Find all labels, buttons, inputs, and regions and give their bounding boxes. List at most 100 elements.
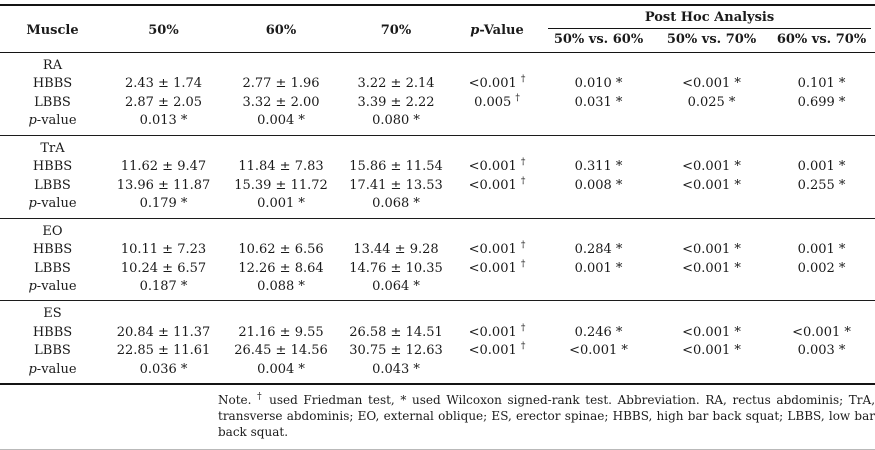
post-hoc-cell: 0.001 * [574,260,623,276]
condition-label: LBBS [34,94,71,110]
empty-cell [655,134,768,159]
p-value-rest: -Value [479,23,524,38]
empty-cell [105,217,222,242]
col-header-p-value: p-Value [452,5,542,53]
post-hoc-cell: 0.101 * [797,76,846,92]
header-row-sub: 50% vs. 60% 50% vs. 70% 60% vs. 70% [0,29,875,53]
condition-label: HBBS [32,242,73,258]
condition-data-row: HBBS 11.62 ± 9.47 11.84 ± 7.83 15.86 ± 11.5… [0,158,875,176]
emg-value-cell: 2.77 ± 1.96 [242,76,320,92]
emg-value-cell: 10.24 ± 6.57 [120,260,207,276]
empty-cell [222,300,340,324]
dagger-marker: † [520,259,526,270]
emg-value-cell: 3.32 ± 2.00 [242,94,320,110]
post-hoc-cell: <0.001 * [792,324,851,340]
empty-cell [340,300,452,324]
emg-value-cell: 13.96 ± 11.87 [116,177,211,193]
empty-cell [768,300,875,324]
post-hoc-cell: 0.008 * [574,177,623,193]
dagger-marker: † [257,392,264,403]
p-value-cell: <0.001 † [468,342,526,359]
dagger-marker: † [520,342,526,353]
post-hoc-cell: 0.025 * [687,94,736,110]
p-value-cell: 0.064 * [372,278,420,294]
emg-value-cell: 11.62 ± 9.47 [120,159,207,175]
condition-label: LBBS [34,260,71,276]
condition-label: HBBS [32,159,73,175]
col-header-50: 50% [105,5,222,53]
condition-data-row: LBBS 22.85 ± 11.61 26.45 ± 14.56 30.75 ± 12… [0,342,875,360]
condition-data-row: LBBS 10.24 ± 6.57 12.26 ± 8.64 14.76 ± 10.3… [0,260,875,278]
p-value-cell: <0.001 † [468,157,526,175]
post-hoc-cell: 0.031 * [574,94,623,110]
post-hoc-cell: <0.001 * [569,343,628,359]
p-value-cell: 0.013 * [139,113,188,129]
emg-value-cell: 15.86 ± 11.54 [349,159,443,175]
post-hoc-cell: 0.284 * [574,242,623,258]
emg-value-cell: 17.41 ± 13.53 [349,177,443,193]
empty-cell [222,217,340,242]
empty-cell [655,217,768,242]
empty-cell [768,112,875,135]
empty-cell [452,53,542,76]
dagger-marker: † [520,75,526,86]
empty-cell [452,300,542,324]
emg-value-cell: 22.85 ± 11.61 [116,343,211,359]
col-header-60: 60% [222,5,340,53]
muscle-name: EO [0,217,105,242]
condition-data-row: HBBS 20.84 ± 11.37 21.16 ± 9.55 26.58 ± 14.… [0,324,875,342]
condition-label: LBBS [34,343,71,359]
col-header-muscle: Muscle [0,5,105,53]
p-value-row-label: p-value [28,113,77,129]
empty-cell [542,278,655,301]
emg-value-cell: 15.39 ± 11.72 [234,177,328,193]
p-value-row-label: p-value [28,278,77,294]
muscle-name: ES [0,300,105,324]
condition-data-row: LBBS 2.87 ± 2.05 3.32 ± 2.00 3.39 ± 2.22 0.0… [0,94,875,112]
empty-cell [542,134,655,159]
emg-value-cell: 26.45 ± 14.56 [234,343,328,359]
p-value-row: p-value 0.036 * 0.004 * 0.043 * [0,360,875,386]
p-value-cell: 0.068 * [372,196,420,212]
empty-cell [768,195,875,218]
condition-label: HBBS [32,76,73,92]
empty-cell [340,53,452,76]
p-value-cell: 0.001 * [257,196,305,212]
empty-cell [655,300,768,324]
muscle-name: RA [42,58,63,73]
p-value-cell: 0.005 † [474,93,520,110]
col-header-70: 70% [340,5,452,53]
empty-cell [542,217,655,242]
post-hoc-cell: 0.246 * [574,324,623,340]
post-hoc-cell: <0.001 * [682,76,741,92]
post-hoc-cell: <0.001 * [682,242,741,258]
post-hoc-cell: 0.699 * [797,94,846,110]
empty-cell [452,134,542,159]
col-header-60-vs-70: 60% vs. 70% [768,29,875,53]
emg-value-cell: 20.84 ± 11.37 [116,324,211,340]
p-value-cell: 0.004 * [222,360,340,386]
p-value-row-label: p-value [0,360,105,386]
muscle-group-row: RA [0,53,875,76]
p-italic: p [28,361,37,377]
dagger-marker: † [520,240,526,251]
p-value-cell: 0.088 * [257,278,305,294]
post-hoc-cell: 0.001 * [797,159,846,175]
dagger-marker: † [520,176,526,187]
post-hoc-title: Post Hoc Analysis [548,10,872,29]
p-value-cell: 0.179 * [139,196,188,212]
post-hoc-cell: 0.311 * [574,159,623,175]
empty-cell [542,360,655,386]
p-value-cell: 0.080 * [372,113,420,129]
empty-cell [542,195,655,218]
table-body: RA HBBS 2.43 ± 1.74 2.77 ± 1.96 3.22 ± 2.14 <… [0,53,875,386]
empty-cell [222,134,340,159]
empty-cell [768,360,875,386]
p-value-cell: <0.001 † [468,259,526,276]
emg-value-cell: 2.87 ± 2.05 [124,94,203,110]
condition-label: LBBS [34,177,71,193]
dagger-marker: † [515,93,520,104]
p-value-italic: p [470,23,480,38]
empty-cell [340,217,452,242]
